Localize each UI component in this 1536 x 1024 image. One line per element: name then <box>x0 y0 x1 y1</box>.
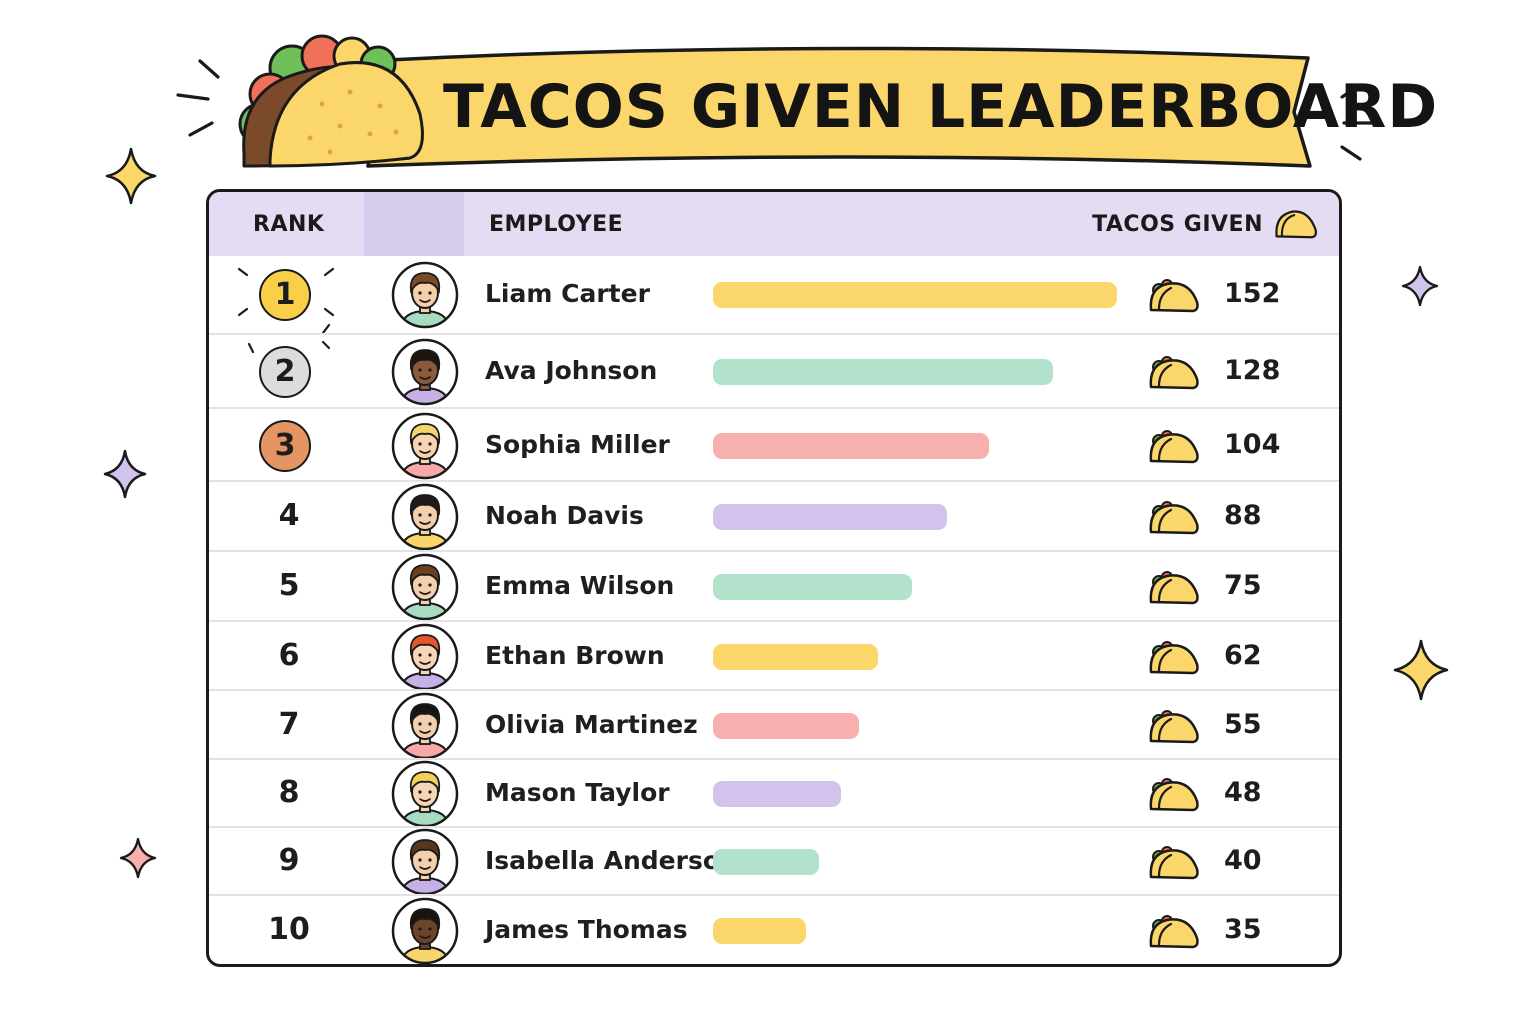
taco-icon <box>1149 278 1199 312</box>
page-title: TACOS GIVEN LEADERBOARD <box>443 72 1439 142</box>
sparkle-icon <box>103 449 147 499</box>
avatar-icon <box>391 897 459 964</box>
table-row: 3 Sophia Miller 104 <box>209 407 1339 482</box>
medal-burst-lines <box>237 267 335 334</box>
tacos-count: 88 <box>1224 500 1262 531</box>
avatar-icon <box>391 338 459 406</box>
rank-column-header: RANK <box>253 212 325 237</box>
rank-number: 5 <box>278 568 300 603</box>
rank-number: 10 <box>268 912 310 947</box>
tacos-count: 40 <box>1224 845 1262 876</box>
employee-name: Sophia Miller <box>485 429 670 459</box>
banner-ribbon <box>366 46 1312 168</box>
table-row: 10 James Thomas 35 <box>209 894 1339 964</box>
tacos-count: 35 <box>1224 914 1262 945</box>
taco-icon <box>1149 846 1199 880</box>
title-banner: TACOS GIVEN LEADERBOARD <box>228 30 1439 180</box>
employee-name: Noah Davis <box>485 501 644 530</box>
employee-column-header: EMPLOYEE <box>489 212 624 237</box>
tacos-count: 152 <box>1224 277 1281 309</box>
taco-icon <box>1149 571 1199 605</box>
tacos-bar <box>713 918 806 944</box>
tacos-bar <box>713 359 1053 385</box>
rank-number: 9 <box>278 843 300 878</box>
taco-icon <box>1149 356 1199 390</box>
tacos-count: 104 <box>1224 428 1281 460</box>
burst-lines-right <box>1340 83 1380 161</box>
table-row: 2 Ava Johnson 128 <box>209 333 1339 409</box>
avatar-icon <box>391 553 459 621</box>
tacos-count: 62 <box>1224 639 1262 671</box>
employee-name: Liam Carter <box>485 278 650 308</box>
table-row: 5 Emma Wilson 75 <box>209 550 1339 622</box>
avatar-icon <box>391 412 459 479</box>
tacos-column-header: TACOS GIVEN <box>1092 212 1263 237</box>
employee-name: Ethan Brown <box>485 640 665 670</box>
table-header: RANK EMPLOYEE TACOS GIVEN <box>209 192 1339 256</box>
taco-icon <box>1149 709 1199 743</box>
table-row: 4 Noah Davis 88 <box>209 480 1339 552</box>
taco-icon <box>1149 915 1199 949</box>
tacos-count: 75 <box>1224 570 1262 601</box>
tacos-bar <box>713 504 947 530</box>
tacos-count: 48 <box>1224 777 1262 808</box>
table-row: 6 Ethan Brown 62 <box>209 620 1339 691</box>
taco-icon <box>1149 501 1199 535</box>
taco-logo-icon <box>238 34 424 168</box>
table-row: 8 Mason Taylor 48 <box>209 758 1339 828</box>
avatar-icon <box>391 692 459 759</box>
employee-name: Ava Johnson <box>485 356 658 385</box>
medal-burst-lines <box>247 340 331 354</box>
table-row: 7 Olivia Martinez 55 <box>209 689 1339 760</box>
tacos-bar <box>713 643 878 670</box>
sparkle-icon <box>1393 639 1449 701</box>
silver-medal-badge: 2 <box>259 346 311 398</box>
avatar-icon <box>391 760 459 828</box>
employee-name: Olivia Martinez <box>485 709 698 739</box>
bronze-medal-badge: 3 <box>259 419 311 472</box>
table-row: 9 Isabella Anderson 40 <box>209 826 1339 896</box>
rank-number: 6 <box>278 637 300 673</box>
avatar-icon <box>391 261 459 328</box>
tacos-bar <box>713 712 859 739</box>
gold-medal-badge: 1 <box>259 268 311 321</box>
sparkle-icon <box>1401 265 1439 307</box>
sparkle-icon <box>105 147 157 205</box>
tacos-bar <box>713 574 912 600</box>
taco-icon <box>1149 640 1199 674</box>
employee-name: Mason Taylor <box>485 778 670 807</box>
taco-icon <box>1275 210 1318 239</box>
sparkle-icon <box>119 837 157 879</box>
avatar-column-header <box>364 192 464 256</box>
employee-name: James Thomas <box>485 915 688 944</box>
tacos-bar <box>713 281 1117 308</box>
tacos-bar <box>713 432 989 459</box>
tacos-count: 128 <box>1224 355 1281 386</box>
tacos-bar <box>713 849 819 875</box>
taco-icon <box>1149 429 1199 463</box>
avatar-icon <box>391 623 459 690</box>
taco-icon <box>1149 778 1199 812</box>
employee-name: Isabella Anderson <box>485 846 738 875</box>
avatar-icon <box>391 828 459 896</box>
leaderboard-table: RANK EMPLOYEE TACOS GIVEN 1 Liam Carter 15… <box>206 189 1342 967</box>
table-row: 1 Liam Carter 152 <box>209 256 1339 334</box>
rank-number: 4 <box>278 498 300 533</box>
rank-number: 8 <box>278 775 300 810</box>
employee-name: Emma Wilson <box>485 571 675 600</box>
burst-lines-left <box>176 59 220 137</box>
avatar-icon <box>391 483 459 551</box>
tacos-count: 55 <box>1224 708 1262 740</box>
rank-number: 7 <box>278 706 300 742</box>
tacos-bar <box>713 781 841 807</box>
